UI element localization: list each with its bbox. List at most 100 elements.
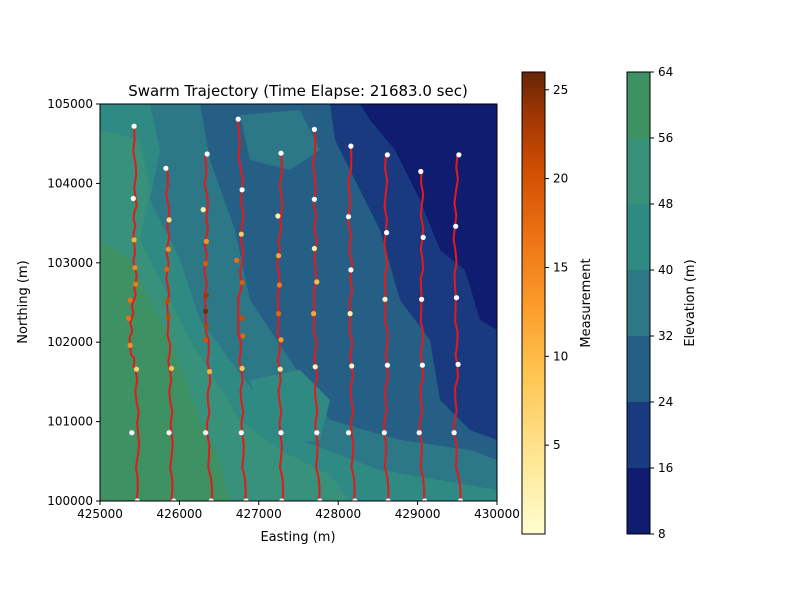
agent-point — [130, 195, 136, 202]
agent-point — [131, 237, 137, 243]
agent-point — [239, 365, 245, 371]
x-axis-label: Easting (m) — [260, 530, 335, 545]
y-axis: 100000 101000 102000 103000 104000 105000 — [47, 97, 100, 508]
agent-point — [133, 281, 139, 287]
agent-point — [348, 267, 354, 273]
agent-point — [312, 364, 318, 370]
agent-point — [456, 152, 462, 158]
elevation-tick-label: 8 — [658, 527, 666, 541]
x-tick-label: 425000 — [77, 507, 123, 521]
x-tick-label: 426000 — [156, 507, 202, 521]
elevation-band — [627, 138, 650, 204]
y-axis-label: Northing (m) — [16, 260, 31, 343]
x-tick-label: 427000 — [236, 507, 282, 521]
plot-frame — [99, 103, 498, 502]
agent-point — [384, 362, 390, 368]
agent-point — [204, 151, 210, 157]
y-tick-label: 104000 — [47, 176, 93, 190]
agent-point — [133, 366, 140, 372]
y-tick-label: 102000 — [47, 335, 93, 349]
agent-point — [163, 165, 169, 171]
agent-point — [419, 296, 425, 302]
elevation-band — [627, 336, 650, 402]
agent-point — [166, 430, 172, 436]
agent-point — [419, 362, 425, 368]
agent-point — [311, 311, 317, 317]
agent-point — [203, 238, 209, 244]
agent-point — [453, 295, 460, 301]
elevation-band — [627, 72, 650, 138]
x-tick-label: 430000 — [474, 507, 520, 521]
agent-point — [451, 430, 457, 436]
trajectory-line — [383, 155, 390, 501]
elevation-colorbar-frame — [626, 71, 651, 535]
agent-point — [278, 150, 284, 156]
measurement-tick-label: 25 — [553, 83, 568, 97]
agent-point — [166, 217, 172, 223]
agent-point — [384, 152, 390, 158]
elevation-contours — [100, 104, 497, 501]
agent-point — [278, 337, 284, 343]
agent-point — [132, 265, 138, 271]
x-axis: 425000 426000 427000 428000 429000 430000 — [77, 501, 520, 521]
trajectory-line — [418, 171, 426, 501]
agent-point — [239, 280, 245, 286]
trajectory-line — [452, 155, 462, 501]
agent-point — [168, 365, 175, 371]
elevation-colorbar: 8 16 24 32 40 48 56 64 Elevation (m) — [626, 65, 698, 541]
y-tick-label: 100000 — [47, 494, 93, 508]
measurement-colorbar-ticks: 5 10 15 20 25 — [545, 83, 568, 452]
agent-point — [165, 246, 171, 252]
agent-point — [238, 231, 244, 237]
x-tick-label: 428000 — [315, 507, 361, 521]
agent-point — [164, 266, 170, 272]
contour-patch-center — [250, 370, 330, 445]
measurement-tick-label: 10 — [553, 349, 568, 363]
agent-point — [420, 234, 426, 240]
agent-point — [384, 230, 390, 236]
agent-point — [349, 363, 355, 369]
agent-point — [203, 337, 209, 343]
measurement-colorbar-gradient — [521, 71, 546, 535]
measurement-tick-label: 20 — [553, 172, 568, 186]
elevation-band — [627, 204, 650, 270]
agent-point — [455, 361, 461, 367]
agent-point — [234, 257, 240, 263]
agent-point — [277, 366, 283, 372]
trajectory-line — [128, 127, 141, 501]
elevation-colorbar-label: Elevation (m) — [683, 259, 698, 346]
agent-point — [200, 207, 206, 213]
agent-point — [164, 298, 171, 304]
elevation-tick-label: 56 — [658, 131, 673, 145]
agent-point — [311, 126, 317, 132]
agent-point — [311, 196, 317, 202]
agent-point — [203, 323, 209, 329]
agent-point — [239, 187, 245, 193]
y-tick-label: 103000 — [47, 256, 93, 270]
agent-point — [275, 213, 281, 219]
agent-point — [276, 282, 282, 288]
plot-area — [99, 103, 498, 504]
agent-point — [127, 342, 133, 348]
elevation-tick-label: 16 — [658, 461, 673, 475]
chart-title: Swarm Trajectory (Time Elapse: 21683.0 s… — [128, 82, 468, 100]
agent-point — [203, 292, 209, 298]
x-tick-label: 429000 — [395, 507, 441, 521]
agent-point — [453, 223, 459, 229]
agent-point — [127, 297, 133, 303]
agent-point — [347, 311, 353, 317]
elevation-tick-label: 64 — [658, 65, 673, 79]
agent-point — [348, 143, 354, 149]
agent-point — [345, 430, 352, 436]
agent-point — [126, 315, 132, 321]
agent-point — [311, 245, 317, 252]
agent-point — [239, 315, 245, 321]
contour-band-lowest-east — [360, 104, 497, 330]
elevation-band — [627, 468, 650, 534]
agent-point — [314, 430, 320, 436]
contour-patch-north — [240, 110, 320, 170]
agent-point — [382, 296, 388, 302]
agent-point — [129, 430, 135, 436]
elevation-tick-label: 24 — [658, 395, 673, 409]
y-tick-label: 105000 — [47, 97, 93, 111]
